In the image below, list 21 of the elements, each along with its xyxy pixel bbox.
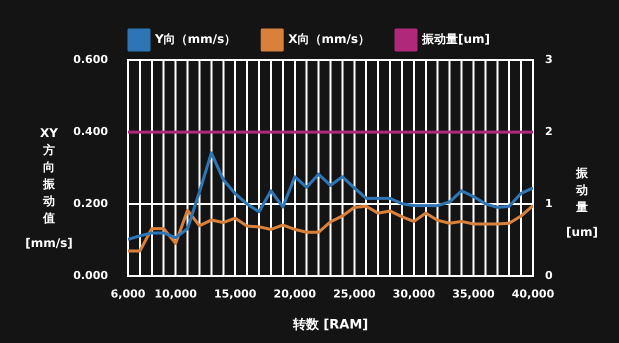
x-tick-label: 40,000 [512, 288, 555, 301]
x-tick-label: 15,000 [214, 288, 257, 301]
y2-tick-label: 1 [545, 196, 553, 210]
x-tick-label: 35,000 [452, 288, 496, 301]
y2-tick-label: 0 [545, 269, 553, 282]
x-tick-label: 10,000 [154, 288, 198, 301]
x-tick-label: 25,000 [333, 288, 376, 301]
y-tick-label: 0.600 [73, 52, 108, 66]
x-axis-title: 转数 [RAM] [292, 318, 368, 333]
y2-tick-label: 2 [545, 124, 553, 138]
y2-tick-label: 3 [545, 52, 553, 66]
y-tick-label: 0.000 [73, 269, 108, 282]
legend-label: 振动量[um] [420, 32, 490, 46]
y-tick-label: 0.200 [73, 196, 108, 210]
legend-label: Y向（mm/s） [154, 32, 236, 46]
x-tick-label: 30,000 [392, 288, 436, 301]
y2-axis-title: 振动量 [um] [564, 165, 599, 241]
y-tick-label: 0.400 [73, 124, 108, 138]
x-tick-label: 20,000 [274, 288, 316, 301]
legend-label: X向（mm/s） [288, 32, 370, 46]
x-tick-label: 6,000 [110, 288, 146, 301]
